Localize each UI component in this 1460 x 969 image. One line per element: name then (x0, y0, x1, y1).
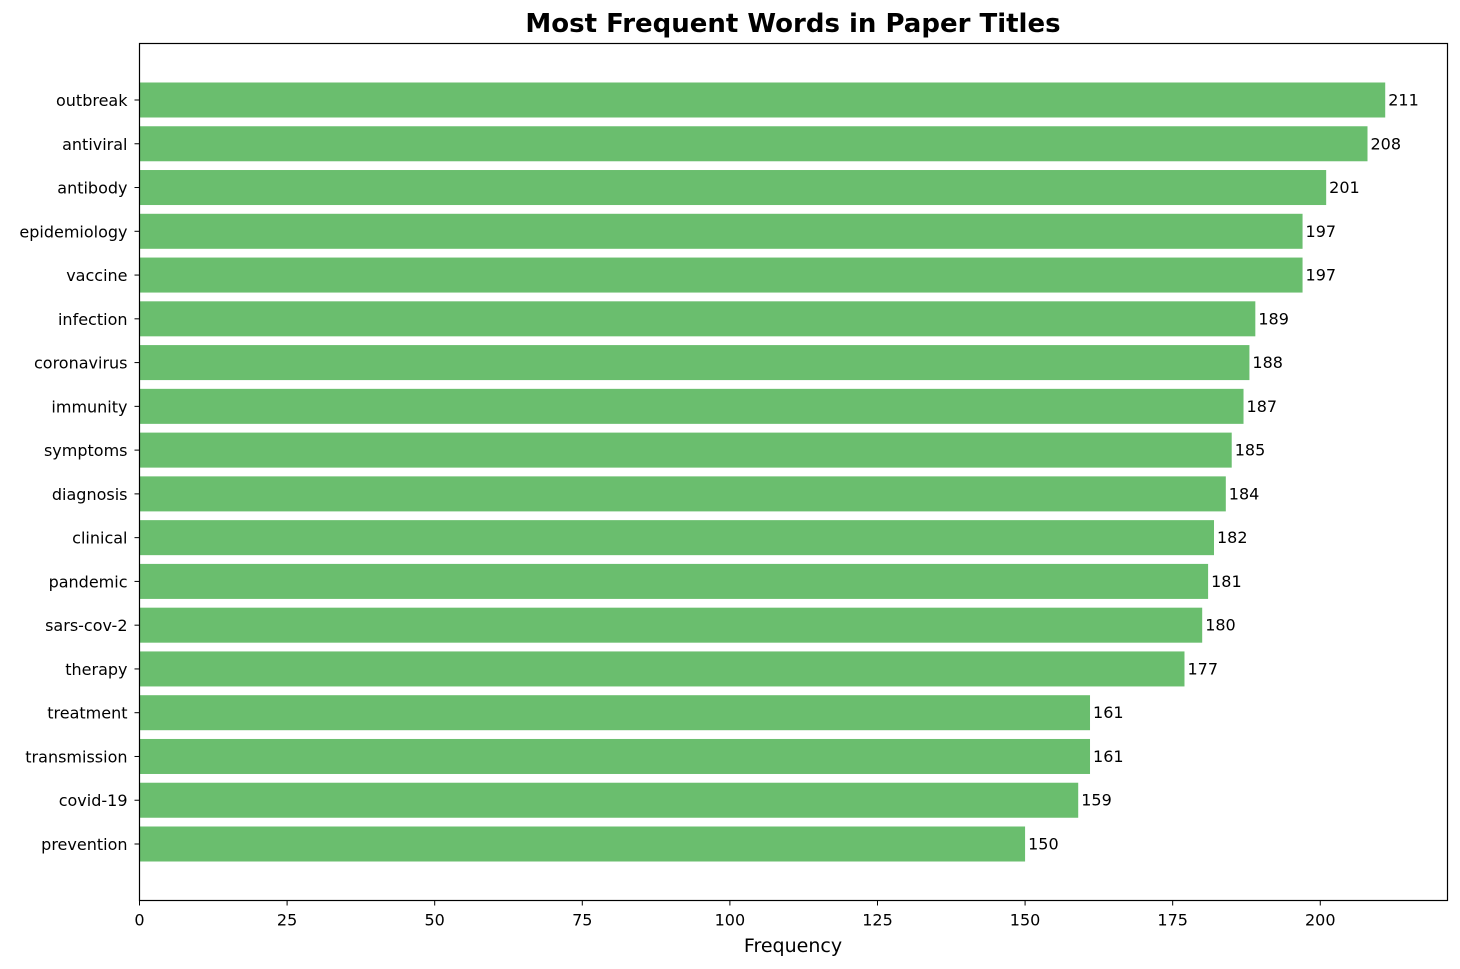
x-tick-label: 75 (572, 911, 592, 930)
bar-transmission (139, 738, 1091, 774)
bar-antiviral (139, 126, 1368, 162)
y-axis: outbreak antiviral antibody epidemiology vac… (19, 91, 140, 854)
y-tick-label-vaccine: vaccine (66, 266, 127, 285)
bar-therapy (139, 651, 1185, 687)
y-tick-label-treatment: treatment (47, 704, 127, 723)
value-label-pandemic: 181 (1211, 572, 1242, 591)
value-label-prevention: 150 (1028, 835, 1059, 854)
y-tick-label-clinical: clinical (72, 529, 127, 548)
y-tick-label-epidemiology: epidemiology (19, 222, 127, 241)
value-label-therapy: 177 (1187, 659, 1218, 678)
x-tick-label: 100 (715, 911, 746, 930)
value-label-treatment: 161 (1093, 703, 1124, 722)
bar-diagnosis (139, 476, 1226, 512)
value-label-coronavirus: 188 (1252, 353, 1283, 372)
bars-layer (139, 82, 1386, 862)
value-label-clinical: 182 (1217, 528, 1248, 547)
bar-infection (139, 301, 1256, 337)
y-tick-label-coronavirus: coronavirus (34, 354, 128, 373)
y-tick-label-diagnosis: diagnosis (52, 485, 128, 504)
x-axis-label: Frequency (744, 935, 842, 957)
y-tick-label-sars-cov-2: sars-cov-2 (45, 616, 127, 635)
x-tick-label: 200 (1305, 911, 1336, 930)
y-tick-label-therapy: therapy (65, 660, 127, 679)
value-label-antiviral: 208 (1371, 134, 1402, 153)
y-tick-label-prevention: prevention (41, 835, 127, 854)
value-labels-layer: 211 208 201 197 197 189 188 187 185 184 182 181 180 1… (1028, 91, 1419, 854)
value-label-vaccine: 197 (1306, 266, 1337, 285)
bar-clinical (139, 520, 1215, 556)
y-tick-label-immunity: immunity (51, 397, 127, 416)
x-axis: 0 25 50 75 100 125 150 175 200 (134, 900, 1336, 930)
value-label-symptoms: 185 (1235, 441, 1266, 460)
bar-symptoms (139, 432, 1232, 468)
y-tick-label-infection: infection (58, 310, 128, 329)
bar-vaccine (139, 257, 1303, 293)
y-tick-label-transmission: transmission (25, 747, 127, 766)
x-tick-label: 150 (1010, 911, 1041, 930)
bar-sars-cov-2 (139, 607, 1203, 643)
value-label-sars-cov-2: 180 (1205, 616, 1236, 635)
bar-immunity (139, 388, 1244, 424)
x-tick-label: 175 (1157, 911, 1188, 930)
x-tick-label: 125 (862, 911, 893, 930)
y-tick-label-symptoms: symptoms (44, 441, 128, 460)
value-label-transmission: 161 (1093, 747, 1124, 766)
x-tick-label: 25 (277, 911, 297, 930)
value-label-infection: 189 (1258, 309, 1289, 328)
y-tick-label-antiviral: antiviral (62, 135, 127, 154)
bar-pandemic (139, 563, 1209, 599)
value-label-covid-19: 159 (1081, 791, 1112, 810)
bar-covid-19 (139, 782, 1079, 818)
y-tick-label-antibody: antibody (57, 179, 127, 198)
y-tick-label-covid-19: covid-19 (59, 791, 128, 810)
y-tick-label-pandemic: pandemic (49, 572, 128, 591)
bar-treatment (139, 695, 1091, 731)
value-label-outbreak: 211 (1388, 91, 1419, 110)
y-tick-label-outbreak: outbreak (56, 91, 128, 110)
bar-epidemiology (139, 213, 1303, 249)
value-label-antibody: 201 (1329, 178, 1360, 197)
bar-antibody (139, 170, 1327, 206)
chart-title: Most Frequent Words in Paper Titles (525, 9, 1060, 39)
bar-outbreak (139, 82, 1386, 118)
bar-coronavirus (139, 345, 1250, 381)
plot-area-frame (138, 42, 1449, 902)
value-label-immunity: 187 (1247, 397, 1278, 416)
value-label-epidemiology: 197 (1306, 222, 1337, 241)
bar-prevention (139, 826, 1026, 862)
x-tick-label: 0 (134, 911, 144, 930)
value-label-diagnosis: 184 (1229, 484, 1260, 503)
x-tick-label: 50 (425, 911, 445, 930)
